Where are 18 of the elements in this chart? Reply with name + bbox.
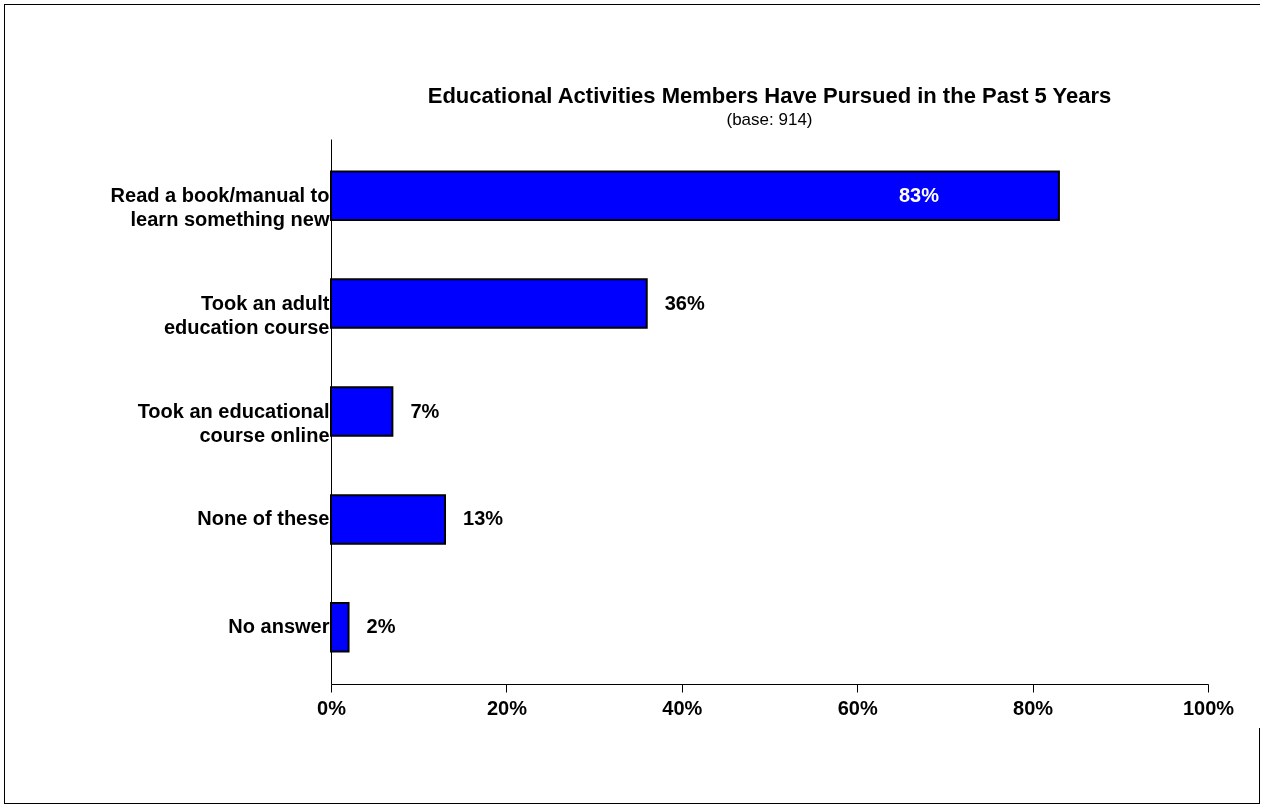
data-label: 13% (463, 507, 504, 530)
x-tick-label: 40% (662, 696, 703, 719)
y-tick-label: Read a book/manual to learn something new (110, 183, 330, 230)
y-tick-label: Took an adult education course (163, 291, 330, 338)
y-tick-label: No answer (228, 615, 330, 638)
data-label: 2% (366, 615, 396, 638)
y-tick-label: None of these (197, 507, 330, 530)
x-tick-label: 0% (317, 696, 347, 719)
data-label: 83% (898, 183, 940, 206)
chart-title: Educational Activities Members Have Pursued in the Past 5 Years (427, 83, 1112, 108)
x-tick-label: 60% (837, 696, 878, 719)
data-label: 36% (664, 291, 705, 314)
x-tick-label: 20% (486, 696, 528, 719)
x-tick-label: 80% (1013, 696, 1054, 719)
x-tick-label: 100% (1182, 696, 1235, 719)
data-label: 7% (410, 399, 440, 422)
chart-subtitle: (base: 914) (726, 110, 813, 129)
y-tick-label: Took an educational course online (137, 399, 330, 446)
